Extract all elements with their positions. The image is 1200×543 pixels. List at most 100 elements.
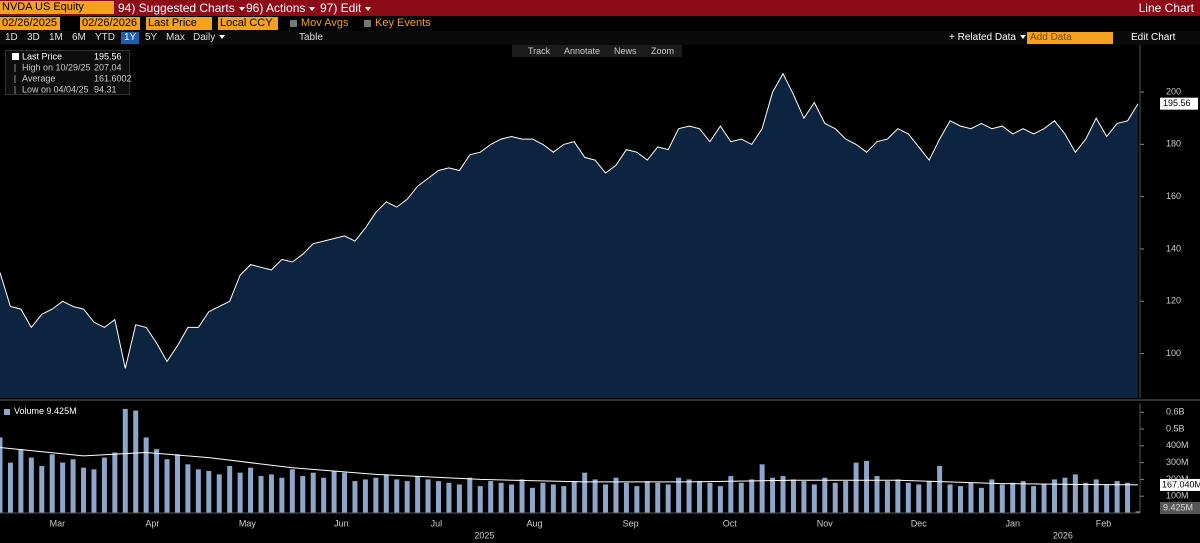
- security-field[interactable]: NVDA US Equity: [0, 1, 114, 14]
- volume-name: Volume: [14, 406, 44, 416]
- volume-bar: [268, 474, 274, 513]
- volume-value: 9.425M: [47, 406, 77, 416]
- volume-bar: [1135, 511, 1141, 513]
- year-label: 2026: [1053, 530, 1073, 540]
- x-tick-label: Sep: [623, 518, 639, 528]
- volume-bar: [728, 476, 734, 513]
- volume-bar: [540, 482, 546, 513]
- volume-bar: [613, 477, 619, 513]
- frequency[interactable]: Daily: [190, 32, 228, 44]
- volume-bar: [352, 481, 358, 513]
- volume-bar: [571, 481, 577, 513]
- volume-bar: [39, 465, 45, 513]
- volume-bar: [60, 462, 66, 513]
- volume-bar: [70, 459, 76, 513]
- volume-bar: [770, 477, 776, 513]
- volume-bar: [49, 454, 55, 513]
- volume-bar: [1114, 481, 1120, 513]
- chart-tool[interactable]: News: [614, 46, 637, 56]
- volume-bar: [488, 481, 494, 513]
- y-tick-label: 200: [1166, 86, 1181, 96]
- volume-bar: [843, 481, 849, 513]
- volume-bar: [947, 484, 953, 513]
- volume-bar: [456, 484, 462, 513]
- period-button[interactable]: YTD: [95, 32, 115, 43]
- period-button[interactable]: 5Y: [145, 32, 158, 43]
- edit-chart[interactable]: Edit Chart: [1131, 32, 1176, 43]
- y-tick-label: 100: [1166, 348, 1181, 358]
- volume-bar: [1041, 484, 1047, 513]
- y-tick-label: 400M: [1166, 440, 1189, 450]
- volume-bar: [561, 486, 567, 513]
- volume-bar: [686, 479, 692, 513]
- volume-bar: [634, 486, 640, 513]
- volume-bar: [227, 465, 233, 513]
- volume-bar: [477, 486, 483, 513]
- period-button[interactable]: Max: [166, 32, 185, 43]
- field-select[interactable]: Last Price: [146, 17, 212, 30]
- start-date[interactable]: 02/26/2025: [0, 17, 60, 30]
- toggle[interactable]: Mov Avgs: [290, 17, 349, 29]
- stat-label: Last Price: [22, 51, 62, 61]
- volume-flag-label: 9.425M: [1163, 502, 1193, 512]
- volume-bar: [185, 464, 191, 513]
- dropdown-arrow: [219, 35, 226, 40]
- currency-select[interactable]: Local CCY: [218, 17, 278, 30]
- stat-value: 207.04: [94, 62, 122, 72]
- volume-bar: [1010, 482, 1016, 513]
- period-bar: [0, 31, 1200, 45]
- volume-bar: [279, 477, 285, 513]
- period-button[interactable]: 1M: [49, 32, 63, 43]
- dropdown-arrow: [309, 6, 316, 11]
- period-button[interactable]: 6M: [72, 32, 86, 43]
- chart: 195.56 100 120 140 160 180 200 Last Price 195.56…: [0, 45, 1200, 540]
- volume-bar: [289, 469, 295, 513]
- volume-bar: [331, 471, 337, 513]
- volume-bar: [989, 479, 995, 513]
- y-tick-label: 200M: [1166, 474, 1189, 484]
- chart-tool[interactable]: Annotate: [564, 46, 601, 56]
- volume-bar: [216, 474, 222, 513]
- x-tick-label: Oct: [723, 518, 738, 528]
- last-price-flag: [1160, 97, 1198, 110]
- volume-bar: [509, 484, 515, 513]
- end-date[interactable]: 02/26/2026: [80, 17, 140, 30]
- volume-bar: [383, 474, 389, 513]
- checkbox: [290, 19, 297, 27]
- last-price-label: 195.56: [1163, 98, 1191, 108]
- volume-bar: [1083, 482, 1089, 513]
- table-button[interactable]: Table: [299, 32, 323, 43]
- volume-bar: [1104, 484, 1110, 513]
- volume-bar: [926, 481, 932, 513]
- toggle[interactable]: Key Events: [364, 17, 431, 29]
- menu[interactable]: 96) Actions: [246, 0, 316, 16]
- volume-bar: [446, 482, 452, 513]
- volume-bar: [790, 479, 796, 513]
- volume-bar: [300, 476, 306, 513]
- period-button[interactable]: 1D: [5, 32, 18, 43]
- moving-average: [0, 447, 1139, 486]
- dropdown-arrow: [238, 6, 245, 11]
- chart-tool[interactable]: Track: [528, 46, 551, 56]
- volume-bar: [237, 472, 243, 513]
- menu[interactable]: 94) Suggested Charts: [118, 0, 245, 16]
- add-data[interactable]: Add Data: [1027, 32, 1113, 44]
- volume-bar: [655, 482, 661, 513]
- volume-bar: [738, 482, 744, 513]
- volume-bar: [780, 476, 786, 513]
- volume-bar: [697, 481, 703, 513]
- volume-bar: [874, 476, 880, 513]
- volume-bar: [1093, 479, 1099, 513]
- stat-label: Low on 04/04/25: [22, 84, 89, 94]
- y-tick-label: 0.5B: [1166, 423, 1185, 433]
- volume-bar: [467, 477, 473, 513]
- menu[interactable]: 97) Edit: [320, 0, 372, 16]
- period-button[interactable]: 3D: [27, 32, 40, 43]
- period-button[interactable]: 1Y: [121, 32, 140, 44]
- legend-box: [5, 50, 130, 95]
- y-tick-label: 100M: [1166, 491, 1189, 501]
- menu-label: 97) Edit: [320, 1, 362, 15]
- related-data[interactable]: + Related Data: [946, 32, 1029, 44]
- chart-tool[interactable]: Zoom: [651, 46, 675, 56]
